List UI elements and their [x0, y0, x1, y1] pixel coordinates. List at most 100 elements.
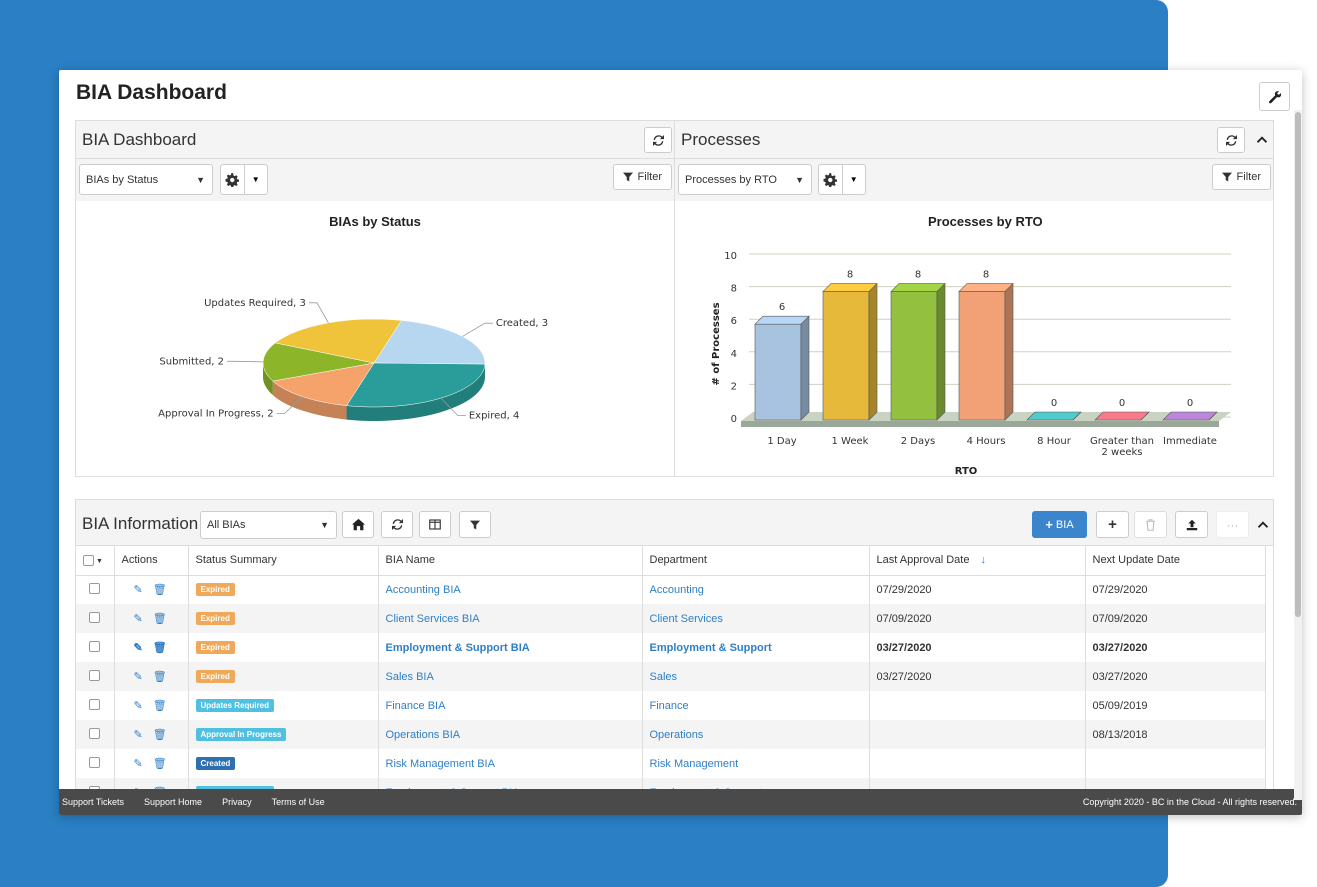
status-cell: Approval In Progress	[188, 720, 379, 749]
status-badge: Approval In Progress	[195, 728, 287, 741]
department-link[interactable]: Operations	[649, 728, 704, 741]
last-approval-cell: 03/27/2020	[869, 633, 1086, 662]
refresh-button[interactable]	[644, 127, 672, 153]
processes-panel: Processes Processes by RTO ▼ ▼ Filter Pr…	[674, 120, 1274, 477]
department-link[interactable]: Finance	[649, 699, 689, 712]
last-approval-cell: 07/29/2020	[869, 575, 1086, 604]
trash-icon[interactable]: 🗑	[152, 671, 167, 683]
refresh-button[interactable]	[1217, 127, 1245, 153]
trash-icon[interactable]: 🗑	[152, 613, 167, 625]
row-checkbox[interactable]	[76, 604, 115, 633]
bia-name-link[interactable]: Employment & Support BIA	[385, 641, 530, 654]
add-bia-button[interactable]: + BIA	[1032, 511, 1087, 538]
footer-link-support-home[interactable]: Support Home	[144, 797, 203, 807]
table-row[interactable]: ✎ 🗑 Created Risk Management BIA Risk Managem…	[76, 749, 1266, 778]
add-button[interactable]: +	[1096, 511, 1129, 538]
bia-name-cell: Client Services BIA	[378, 604, 643, 633]
bia-name-link[interactable]: Accounting BIA	[385, 583, 461, 596]
row-checkbox[interactable]	[76, 633, 115, 662]
pencil-icon[interactable]: ✎	[133, 700, 143, 712]
column-header-status-summary[interactable]: Status Summary	[188, 546, 379, 576]
delete-button[interactable]	[1134, 511, 1167, 538]
row-checkbox[interactable]	[76, 749, 115, 778]
footer-link-support-tickets[interactable]: Support Tickets	[62, 797, 125, 807]
columns-button[interactable]	[419, 511, 451, 538]
department-link[interactable]: Employment & Support	[649, 641, 772, 654]
bia-name-link[interactable]: Risk Management BIA	[385, 757, 495, 770]
chart-type-select[interactable]: Processes by RTO ▼	[678, 164, 812, 195]
pie-slice-side	[263, 363, 273, 396]
bia-name-link[interactable]: Finance BIA	[385, 699, 446, 712]
filter-button[interactable]: Filter	[1211, 164, 1271, 190]
more-options-button[interactable]: ···	[1216, 511, 1249, 538]
bar[interactable]	[958, 291, 1006, 421]
status-cell: Updates Required	[188, 691, 379, 720]
trash-icon[interactable]: 🗑	[152, 642, 167, 654]
row-checkbox[interactable]	[76, 662, 115, 691]
pie-slice-label: Expired, 4	[469, 411, 519, 422]
row-checkbox[interactable]	[76, 575, 115, 604]
trash-icon[interactable]: 🗑	[152, 700, 167, 712]
export-button[interactable]	[1175, 511, 1208, 538]
pie-slice-expired[interactable]	[346, 362, 486, 408]
pencil-icon[interactable]: ✎	[133, 729, 143, 741]
department-link[interactable]: Client Services	[649, 612, 723, 625]
last-approval-cell	[869, 720, 1086, 749]
department-link[interactable]: Risk Management	[649, 757, 739, 770]
column-header-next-update-date[interactable]: Next Update Date	[1085, 546, 1266, 576]
pencil-icon[interactable]: ✎	[133, 613, 143, 625]
scrollbar-thumb[interactable]	[1295, 112, 1301, 617]
trash-icon[interactable]: 🗑	[152, 758, 167, 770]
bar[interactable]	[754, 323, 802, 421]
bia-name-link[interactable]: Client Services BIA	[385, 612, 480, 625]
filter-button[interactable]: Filter	[612, 164, 672, 190]
chart-type-select[interactable]: BIAs by Status ▼	[79, 164, 213, 195]
table-row[interactable]: ✎ 🗑 Expired Employment & Support BIA Employm…	[76, 633, 1266, 662]
pie-slice-updates-required[interactable]	[274, 318, 402, 364]
x-tick-label: 8 Hour	[1037, 436, 1072, 447]
bar[interactable]	[890, 291, 938, 421]
pencil-icon[interactable]: ✎	[133, 642, 143, 654]
chart-settings-dropdown[interactable]: ▼	[220, 164, 268, 195]
select-value: BIAs by Status	[86, 173, 159, 186]
row-checkbox[interactable]	[76, 691, 115, 720]
department-link[interactable]: Sales	[649, 670, 678, 683]
pencil-icon[interactable]: ✎	[133, 758, 143, 770]
bia-name-link[interactable]: Operations BIA	[385, 728, 461, 741]
select-all-checkbox[interactable]: ▼	[76, 546, 115, 576]
pie-slice-created[interactable]	[373, 320, 486, 365]
department-link[interactable]: Accounting	[649, 583, 704, 596]
column-header-department[interactable]: Department	[642, 546, 870, 576]
bar[interactable]	[822, 291, 870, 421]
footer-link-privacy[interactable]: Privacy	[222, 797, 252, 807]
refresh-button[interactable]	[381, 511, 413, 538]
chart-settings-dropdown[interactable]: ▼	[818, 164, 866, 195]
settings-wrench-button[interactable]	[1259, 82, 1290, 111]
collapse-chevron-up-icon[interactable]	[1257, 518, 1269, 536]
collapse-chevron-up-icon[interactable]	[1256, 133, 1268, 151]
footer-link-terms-of-use[interactable]: Terms of Use	[271, 797, 325, 807]
column-header-bia-name[interactable]: BIA Name	[378, 546, 643, 576]
table-row[interactable]: ✎ 🗑 Updates Required Finance BIA Finance 05/0…	[76, 691, 1266, 720]
refresh-icon	[1225, 134, 1237, 146]
bar-value-label: 8	[915, 270, 921, 281]
row-checkbox[interactable]	[76, 720, 115, 749]
table-row[interactable]: ✎ 🗑 Approval In Progress Operations BIA Oper…	[76, 720, 1266, 749]
bar-top	[754, 315, 810, 325]
trash-icon[interactable]: 🗑	[152, 729, 167, 741]
filter-button[interactable]	[459, 511, 491, 538]
pencil-icon[interactable]: ✎	[133, 671, 143, 683]
row-actions: ✎🗑	[114, 749, 189, 778]
bia-filter-select[interactable]: All BIAs ▼	[200, 511, 337, 539]
column-header-last-approval-date[interactable]: Last Approval Date ↓	[869, 546, 1086, 576]
select-value: Processes by RTO	[685, 173, 777, 186]
status-cell: Created	[188, 749, 379, 778]
home-button[interactable]	[342, 511, 374, 538]
panel-toolbar: BIAs by Status ▼ ▼ Filter	[76, 159, 674, 201]
table-row[interactable]: ✎ 🗑 Expired Client Services BIA Client Servi…	[76, 604, 1266, 633]
table-row[interactable]: ✎ 🗑 Expired Accounting BIA Accounting 07/29/2…	[76, 575, 1266, 604]
table-row[interactable]: ✎ 🗑 Expired Sales BIA Sales 03/27/2020 03/27/2…	[76, 662, 1266, 691]
bia-name-link[interactable]: Sales BIA	[385, 670, 434, 683]
pencil-icon[interactable]: ✎	[133, 584, 143, 597]
trash-icon[interactable]: 🗑	[152, 584, 167, 597]
